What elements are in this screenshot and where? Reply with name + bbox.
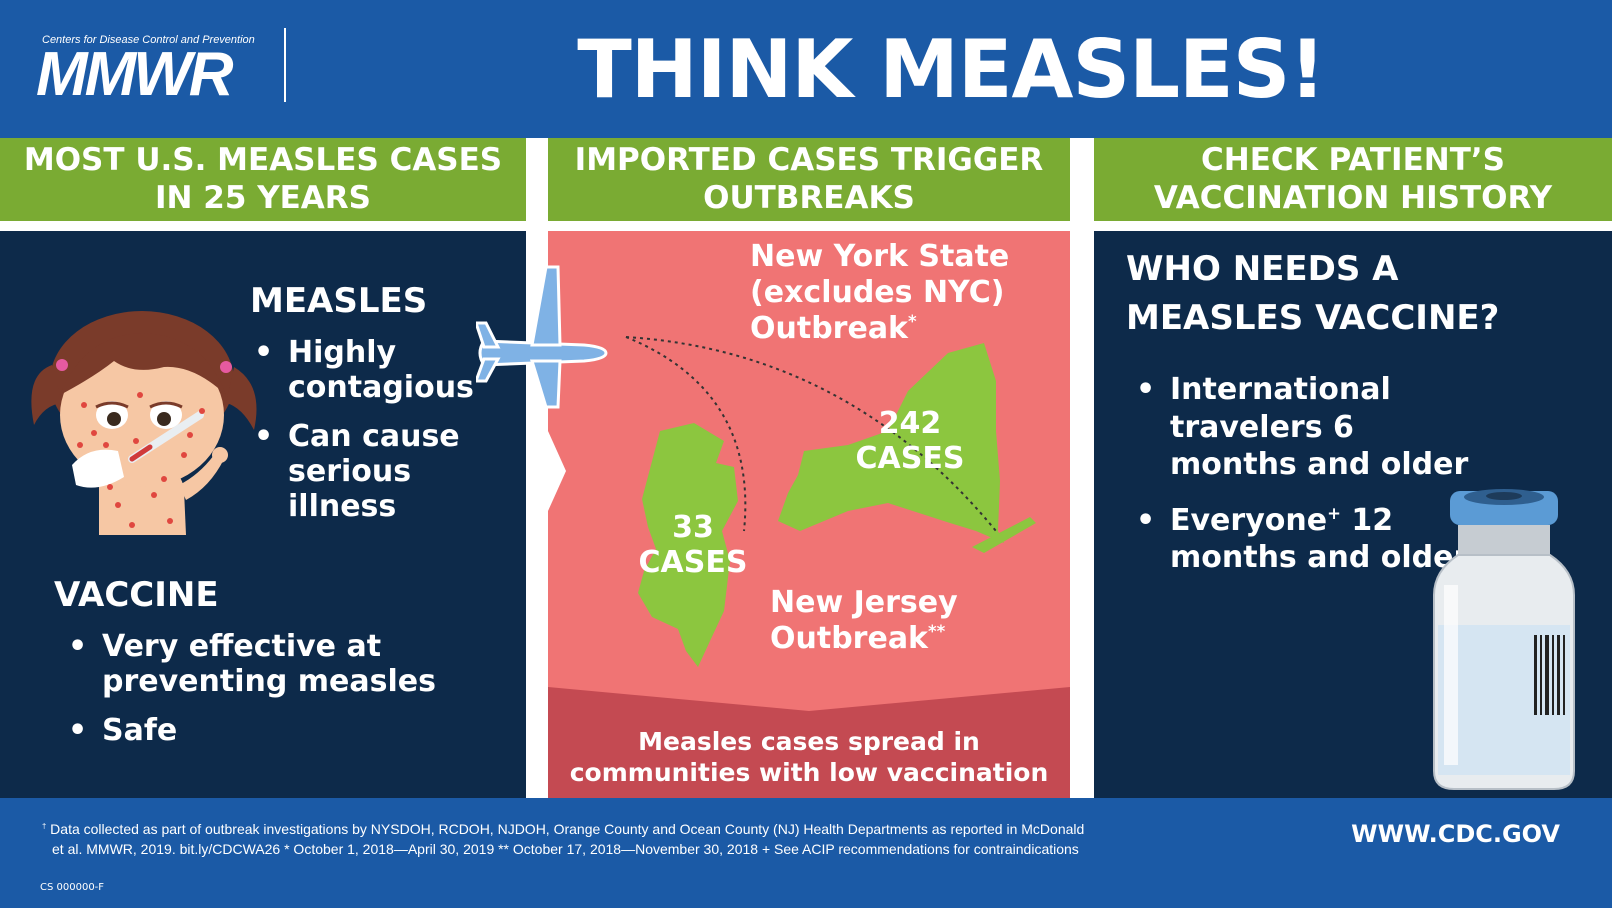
nj-label-line: Outbreak** xyxy=(770,621,958,657)
footnote-line: et al. MMWR, 2019. bit.ly/CDCWA26 * Octo… xyxy=(52,840,1079,857)
panel-vaccination-history: CHECK PATIENT’S VACCINATION HISTORY WHO … xyxy=(1094,138,1612,798)
footnote-mark: ** xyxy=(928,622,946,641)
vaccine-bullets: Very effective at preventing measles Saf… xyxy=(68,629,488,762)
spread-line: Measles cases spread in xyxy=(638,726,980,756)
spread-line: communities with low vaccination xyxy=(569,757,1049,787)
panel-heading: MOST U.S. MEASLES CASES IN 25 YEARS xyxy=(0,138,526,226)
airplane-icon xyxy=(476,265,608,409)
ny-label-text: Outbreak xyxy=(750,311,909,346)
nj-label-line: New Jersey xyxy=(770,585,958,620)
panel-imported-cases: IMPORTED CASES TRIGGER OUTBREAKS xyxy=(476,138,1070,798)
who-needs-title: WHO NEEDS A MEASLES VACCINE? xyxy=(1126,245,1499,344)
cdc-url[interactable]: WWW.CDC.GOV xyxy=(1351,820,1560,848)
panel-heading-line: MOST U.S. MEASLES CASES xyxy=(23,142,503,179)
bullet-item: Highly contagious xyxy=(254,335,494,405)
bullet-item: Very effective at preventing measles xyxy=(68,629,488,699)
panel-heading-line: OUTBREAKS xyxy=(703,179,915,216)
question-line: MEASLES VACCINE? xyxy=(1126,298,1500,339)
bullet-item: International travelers 6 months and old… xyxy=(1136,371,1476,484)
panel-heading-line: IMPORTED CASES TRIGGER xyxy=(574,142,1044,179)
footnote-mark: * xyxy=(908,312,917,331)
page-title: THINK MEASLES! xyxy=(577,23,1326,116)
ny-outbreak-label: New York State (excludes NYC) Outbreak* xyxy=(750,239,1009,347)
panel-heading-line: VACCINATION HISTORY xyxy=(1153,179,1553,216)
question-line: WHO NEEDS A xyxy=(1126,249,1399,289)
nj-cases-number: 33 xyxy=(672,510,714,545)
ny-cases-number: 242 xyxy=(878,406,942,441)
outbreak-map xyxy=(548,336,1070,798)
vaccine-vial-illustration xyxy=(1433,489,1575,790)
panel-body: WHO NEEDS A MEASLES VACCINE? Internation… xyxy=(1094,231,1612,798)
ny-label-line: (excludes NYC) xyxy=(750,275,1005,310)
bullet-item: Safe xyxy=(68,713,488,748)
nj-cases: 33 CASES xyxy=(628,510,758,580)
footnotes: † Data collected as part of outbreak inv… xyxy=(42,820,1312,859)
header-banner: Centers for Disease Control and Preventi… xyxy=(0,0,1612,138)
measles-title: MEASLES xyxy=(250,281,428,321)
long-island-shape xyxy=(972,517,1036,553)
bullet-item: Everyone+ 12 months and older xyxy=(1136,502,1476,577)
spread-caption: Measles cases spread in communities with… xyxy=(548,726,1070,789)
bullet-text: 12 months and older xyxy=(1170,502,1469,576)
panel-heading: CHECK PATIENT’S VACCINATION HISTORY xyxy=(1094,138,1612,226)
panel-heading-line: CHECK PATIENT’S xyxy=(1201,142,1505,179)
chevron-separator-2 xyxy=(1070,231,1110,798)
footnote-line: † Data collected as part of outbreak inv… xyxy=(42,820,1312,840)
ny-label-line: New York State xyxy=(750,239,1010,274)
nj-outbreak-label: New Jersey Outbreak** xyxy=(770,585,958,657)
doc-code: CS 000000-F xyxy=(40,882,105,893)
new-jersey-shape xyxy=(638,423,738,667)
org-name: Centers for Disease Control and Preventi… xyxy=(42,34,255,46)
vaccine-title: VACCINE xyxy=(54,575,219,615)
ny-cases-word: CASES xyxy=(855,440,965,476)
bullet-item: Can cause serious illness xyxy=(254,419,494,524)
panel-body: MEASLES Highly contagious Can cause seri… xyxy=(0,231,526,798)
panel-most-cases: MOST U.S. MEASLES CASES IN 25 YEARS xyxy=(0,138,526,798)
nj-label-text: Outbreak xyxy=(770,621,929,656)
spread-band-shape xyxy=(548,687,1070,798)
header-divider xyxy=(284,28,286,102)
ny-cases: 242 CASES xyxy=(840,406,980,476)
panels-container: MOST U.S. MEASLES CASES IN 25 YEARS xyxy=(0,138,1612,798)
panel-heading: IMPORTED CASES TRIGGER OUTBREAKS xyxy=(548,138,1070,226)
footnote-mark: † xyxy=(42,821,47,831)
nj-cases-word: CASES xyxy=(638,544,748,580)
ny-label-line: Outbreak* xyxy=(750,311,1009,347)
panel-body: New York State (excludes NYC) Outbreak* … xyxy=(476,231,1070,798)
new-york-shape xyxy=(778,343,1004,543)
footnote-mark: + xyxy=(1327,503,1341,523)
panel-heading-line: IN 25 YEARS xyxy=(154,179,372,216)
who-needs-bullets: International travelers 6 months and old… xyxy=(1136,371,1476,591)
sick-child-illustration xyxy=(31,311,257,535)
measles-bullets: Highly contagious Can cause serious illn… xyxy=(254,335,494,538)
bullet-text: Everyone xyxy=(1170,502,1328,538)
footnote-text: Data collected as part of outbreak inves… xyxy=(50,821,1085,837)
footer: † Data collected as part of outbreak inv… xyxy=(0,798,1612,908)
mmwr-logo: MMWR xyxy=(36,40,234,109)
